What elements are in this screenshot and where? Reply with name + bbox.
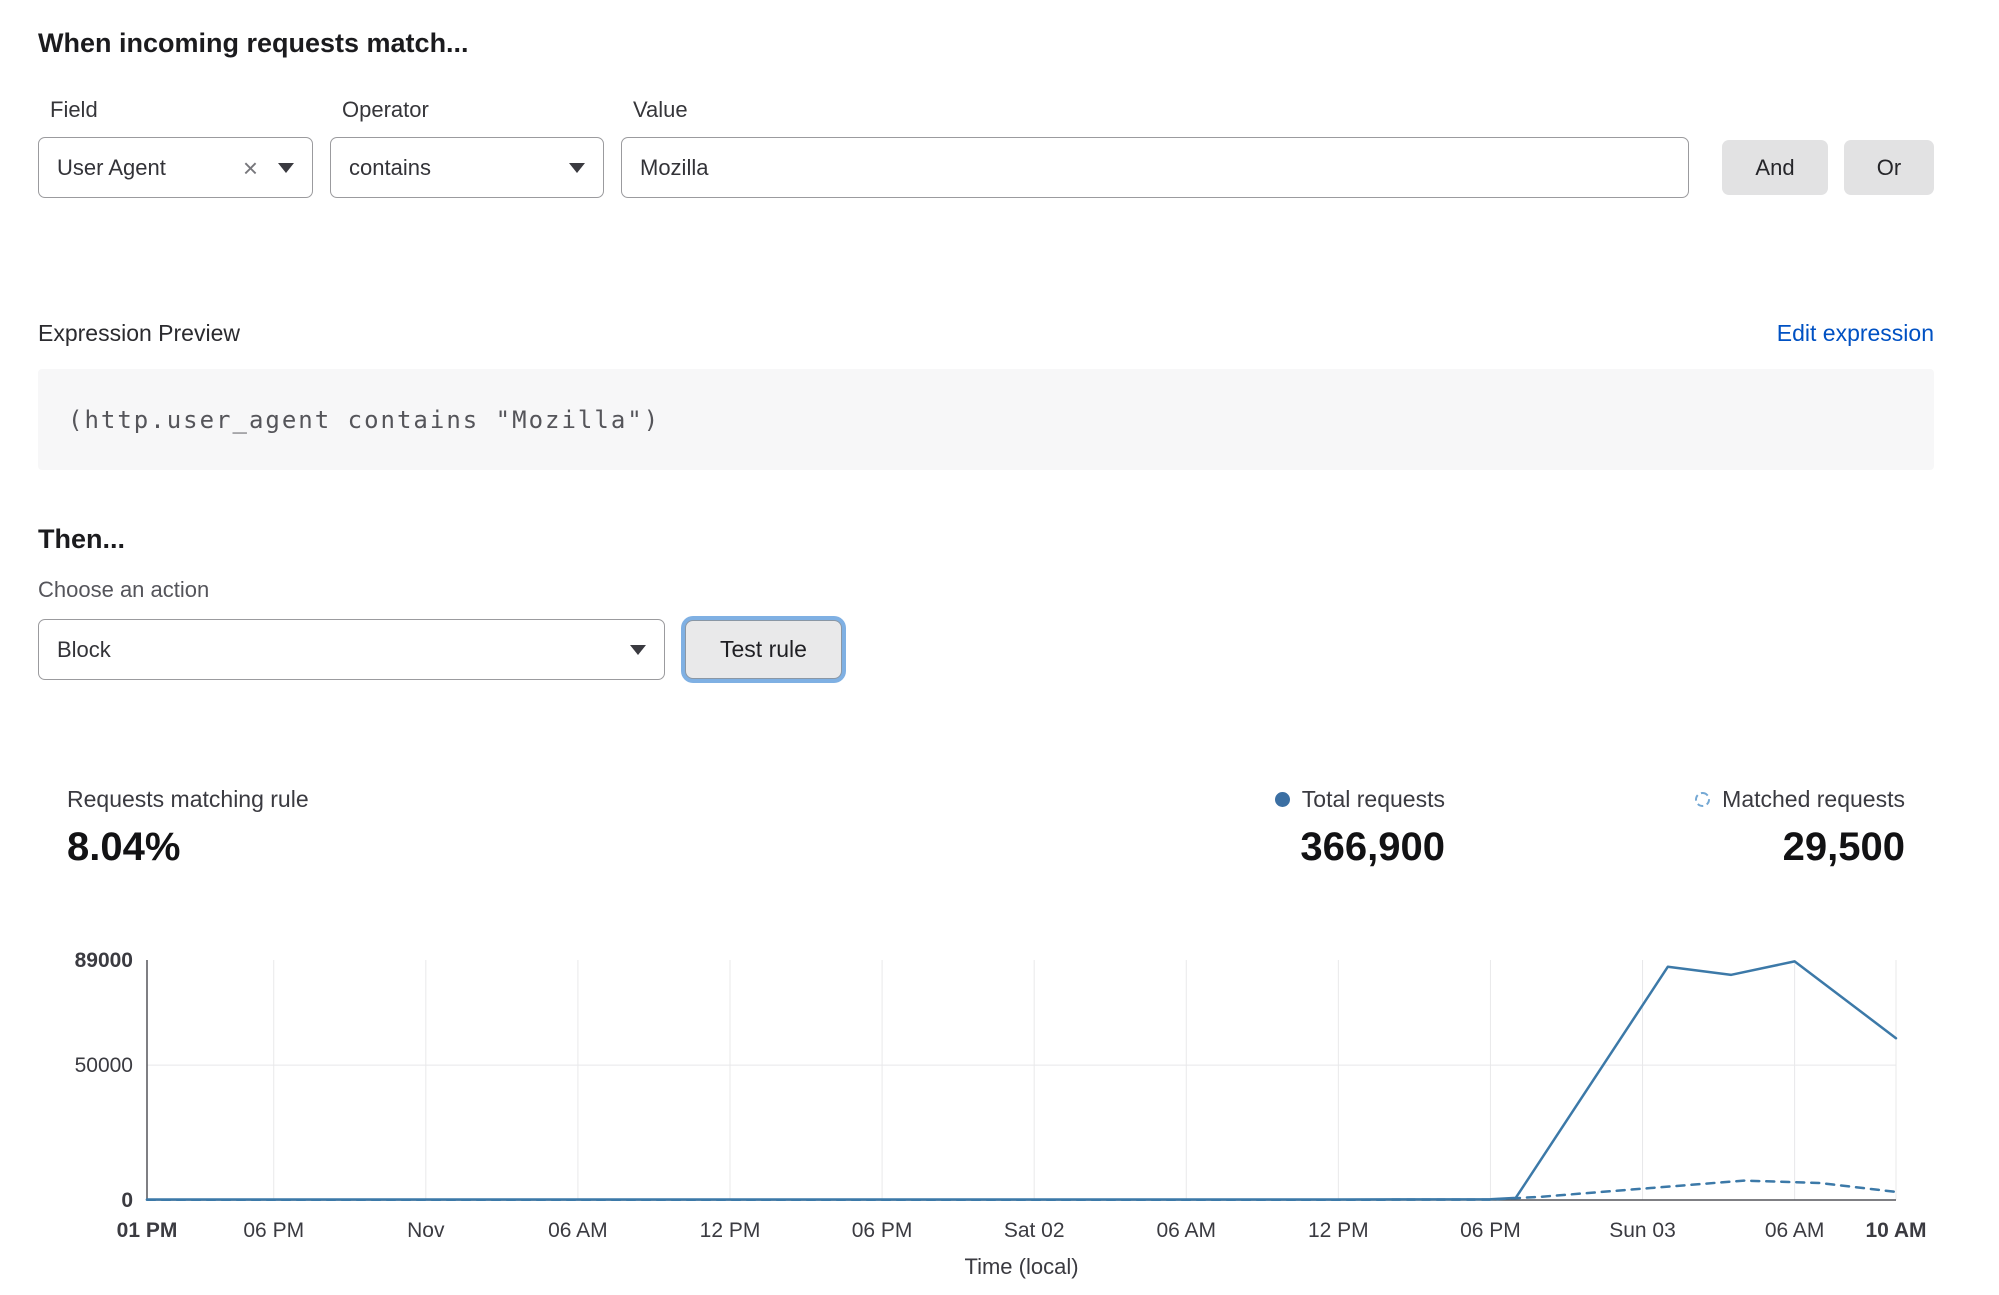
svg-text:50000: 50000 xyxy=(75,1054,133,1077)
expression-preview-label: Expression Preview xyxy=(38,320,240,346)
svg-text:Sat 02: Sat 02 xyxy=(1004,1219,1065,1242)
svg-text:06 PM: 06 PM xyxy=(852,1219,913,1242)
edit-expression-link[interactable]: Edit expression xyxy=(1776,320,1934,346)
stats-row: Requests matching rule 8.04% Total reque… xyxy=(38,786,1934,870)
field-select-value: User Agent xyxy=(57,154,166,180)
svg-text:Time (local): Time (local) xyxy=(964,1254,1078,1279)
chevron-down-icon xyxy=(630,644,646,655)
svg-text:0: 0 xyxy=(121,1189,133,1212)
expression-code: (http.user_agent contains "Mozilla") xyxy=(68,405,661,434)
or-button[interactable]: Or xyxy=(1844,140,1934,195)
svg-text:06 AM: 06 AM xyxy=(1156,1219,1216,1242)
total-requests-label: Total requests xyxy=(1301,786,1445,812)
requests-chart: 0 50000 89000 01 PM 06 PM Nov 06 AM 12 PM 06 PM S… xyxy=(38,949,1934,1287)
svg-text:12 PM: 12 PM xyxy=(700,1219,761,1242)
value-input[interactable] xyxy=(621,137,1689,198)
requests-chart-svg: 0 50000 89000 01 PM 06 PM Nov 06 AM 12 PM 06 PM S… xyxy=(75,949,1927,1279)
operator-label: Operator xyxy=(342,97,429,122)
field-select[interactable]: User Agent × xyxy=(38,137,313,198)
action-select[interactable]: Block xyxy=(38,619,665,680)
svg-text:89000: 89000 xyxy=(75,950,133,972)
total-requests-value: 366,900 xyxy=(1300,825,1445,869)
svg-text:06 AM: 06 AM xyxy=(548,1219,608,1242)
matched-requests-label: Matched requests xyxy=(1722,786,1905,812)
choose-action-label: Choose an action xyxy=(38,577,210,602)
value-label: Value xyxy=(633,97,688,122)
field-label: Field xyxy=(50,97,98,122)
svg-text:12 PM: 12 PM xyxy=(1308,1219,1369,1242)
requests-matching-stat: Requests matching rule 8.04% xyxy=(67,786,309,870)
svg-text:06 AM: 06 AM xyxy=(1765,1219,1825,1242)
requests-matching-label: Requests matching rule xyxy=(67,786,309,812)
total-requests-stat: Total requests 366,900 xyxy=(1274,786,1445,870)
condition-row: User Agent × contains And Or xyxy=(38,137,1934,198)
test-rule-button[interactable]: Test rule xyxy=(685,620,842,679)
requests-matching-value: 8.04% xyxy=(67,825,181,869)
then-heading: Then... xyxy=(38,524,125,554)
page-title: When incoming requests match... xyxy=(38,28,469,58)
chevron-down-icon xyxy=(278,162,294,173)
total-requests-legend-icon xyxy=(1274,792,1290,807)
and-button[interactable]: And xyxy=(1722,140,1828,195)
chevron-down-icon xyxy=(569,162,585,173)
operator-select-value: contains xyxy=(349,154,431,180)
matched-requests-stat: Matched requests 29,500 xyxy=(1605,786,1905,870)
svg-text:01 PM: 01 PM xyxy=(117,1219,178,1242)
form-labels-row: Field Operator Value xyxy=(38,97,1934,123)
expression-preview-row: Expression Preview Edit expression xyxy=(38,320,1934,347)
action-select-value: Block xyxy=(57,636,111,662)
clear-field-icon[interactable]: × xyxy=(242,152,258,183)
operator-select[interactable]: contains xyxy=(330,137,604,198)
matched-requests-value: 29,500 xyxy=(1782,825,1905,869)
svg-text:Nov: Nov xyxy=(407,1219,445,1242)
action-row: Block Test rule xyxy=(38,619,1960,680)
svg-text:06 PM: 06 PM xyxy=(1460,1219,1521,1242)
matched-requests-legend-icon xyxy=(1695,792,1711,807)
svg-text:10 AM: 10 AM xyxy=(1865,1219,1926,1242)
svg-text:Sun 03: Sun 03 xyxy=(1609,1219,1676,1242)
expression-code-box: (http.user_agent contains "Mozilla") xyxy=(38,369,1934,470)
svg-text:06 PM: 06 PM xyxy=(243,1219,304,1242)
